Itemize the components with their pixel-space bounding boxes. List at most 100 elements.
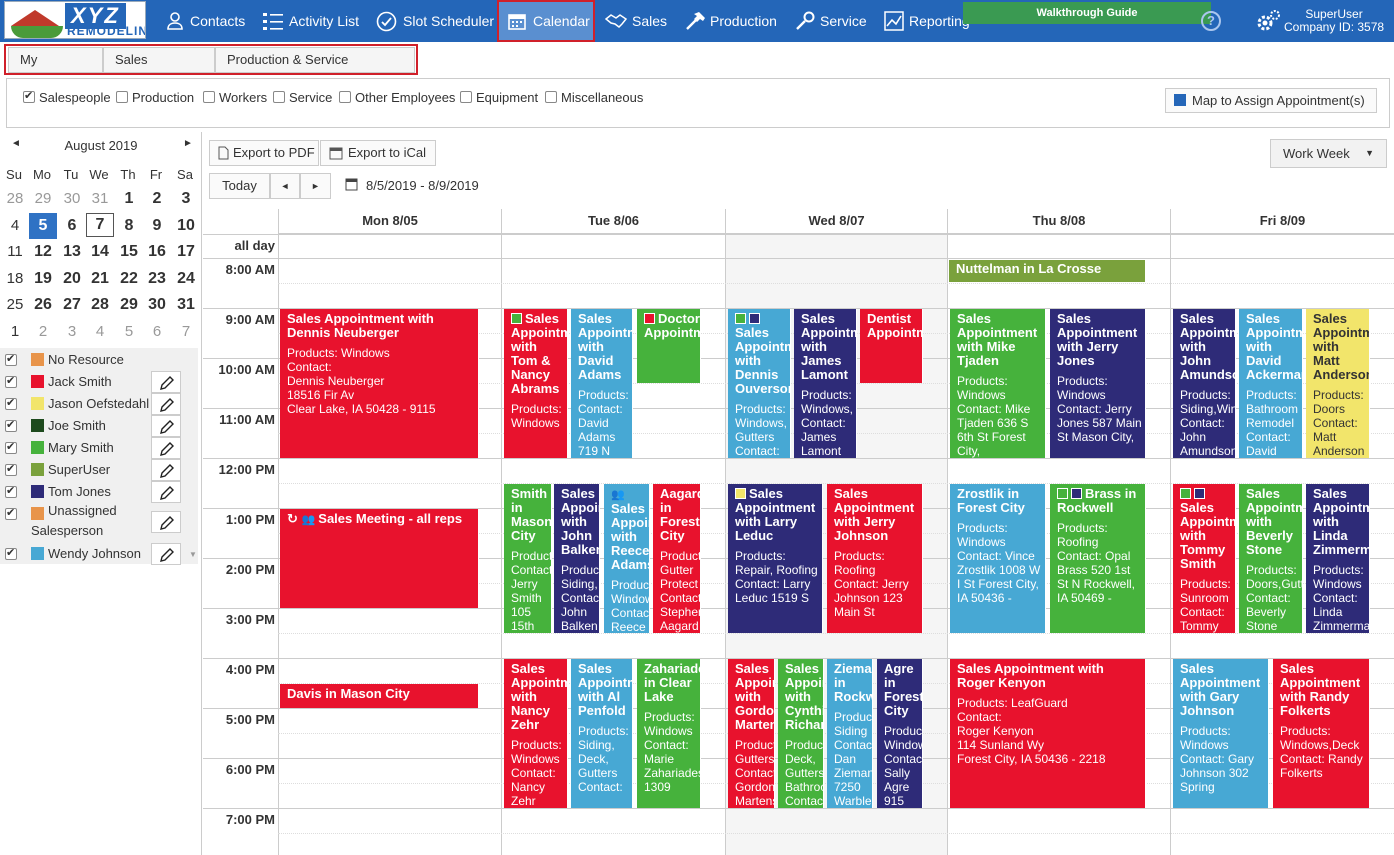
mini-calendar-day[interactable]: 17 xyxy=(177,243,195,260)
mini-calendar-day[interactable]: 22 xyxy=(120,269,138,287)
mini-calendar-next-icon[interactable]: ► xyxy=(183,138,193,149)
mini-calendar-day[interactable]: 3 xyxy=(181,190,191,207)
mini-calendar-day[interactable]: 12 xyxy=(34,243,52,260)
nav-slot-scheduler[interactable]: Slot Scheduler xyxy=(376,0,494,42)
calendar-event[interactable]: Zrostlik in Forest City Products: Windows… xyxy=(950,484,1046,633)
resource-item[interactable]: Unassigned Salesperson xyxy=(0,503,200,541)
mini-calendar-day[interactable]: 30 xyxy=(63,190,81,207)
resource-checkbox-icon[interactable] xyxy=(5,418,17,432)
calendar-event[interactable]: Sales Appointment with David Ackerman Pro… xyxy=(1239,309,1303,458)
today-button[interactable]: Today xyxy=(209,173,270,199)
mini-calendar-prev-icon[interactable]: ◄ xyxy=(11,138,21,149)
mini-calendar-day[interactable]: 23 xyxy=(148,269,166,287)
resource-checkbox-icon[interactable] xyxy=(5,374,17,388)
mini-calendar-day[interactable]: 29 xyxy=(34,190,52,207)
calendar-event[interactable]: Zahariades in Clear Lake Products: Window… xyxy=(637,659,701,808)
mini-calendar-day[interactable]: 7 xyxy=(86,212,114,237)
mini-calendar-day[interactable]: 1 xyxy=(10,322,20,340)
tab-production-service-calendar[interactable]: Production & Service Calendar xyxy=(215,47,415,91)
checkbox-icon[interactable] xyxy=(116,91,128,103)
edit-resource-button[interactable] xyxy=(151,459,181,481)
resource-item[interactable]: SuperUser xyxy=(0,459,200,481)
mini-calendar-day[interactable]: 27 xyxy=(63,296,81,313)
calendar-event[interactable]: Sales Appointment with Tommy Smith Produc… xyxy=(1173,484,1236,633)
calendar-event[interactable]: Sales Appointment with John Amundson Prod… xyxy=(1173,309,1236,458)
mini-calendar-day[interactable]: 8 xyxy=(124,216,134,234)
resource-checkbox-icon[interactable] xyxy=(5,462,17,476)
tab-my-calendar[interactable]: My Calendar xyxy=(8,47,103,91)
nav-contacts[interactable]: Contacts xyxy=(165,0,245,42)
calendar-event[interactable]: Aagard in Forest City Products: Gutter Pr… xyxy=(653,484,701,633)
resource-checkbox-icon[interactable] xyxy=(5,484,17,498)
mini-calendar-day[interactable]: 29 xyxy=(120,296,138,313)
calendar-event[interactable]: Sales Appointment with Al Penfold Product… xyxy=(571,659,633,808)
checkbox-icon[interactable] xyxy=(273,91,285,103)
calendar-event[interactable]: Sales Appointment with Matt Anderson Prod… xyxy=(1306,309,1370,458)
tab-sales-calendar[interactable]: Sales Calendar xyxy=(103,47,215,91)
mini-calendar-day[interactable]: 13 xyxy=(63,243,81,260)
calendar-event[interactable]: Sales Appointment with Linda Zimmerman Pr… xyxy=(1306,484,1370,633)
day-header[interactable]: Tue 8/06 xyxy=(501,209,725,234)
filter-workers[interactable]: Workers xyxy=(203,90,267,105)
resource-item[interactable]: Wendy Johnson xyxy=(0,543,200,565)
nav-reporting[interactable]: Reporting xyxy=(884,0,970,42)
next-week-icon[interactable]: ► xyxy=(300,173,331,199)
calendar-event[interactable]: Sales Appointment with Cynthia Richards P… xyxy=(778,659,824,808)
day-header[interactable]: Mon 8/05 xyxy=(278,209,501,234)
calendar-event[interactable]: Sales Appointment with David Adams Produc… xyxy=(571,309,633,458)
calendar-event[interactable]: Sales Appointment with Dennis Ouverson Pr… xyxy=(728,309,791,458)
mini-calendar-day[interactable]: 5 xyxy=(124,322,134,340)
resource-checkbox-icon[interactable] xyxy=(5,506,17,520)
edit-resource-button[interactable] xyxy=(151,437,181,459)
calendar-event[interactable]: Sales Appointment with James Lamont Produ… xyxy=(794,309,857,458)
mini-calendar-day[interactable]: 4 xyxy=(95,322,105,340)
mini-calendar-day[interactable]: 2 xyxy=(38,322,48,340)
checkbox-icon[interactable] xyxy=(203,91,215,103)
date-picker-icon[interactable] xyxy=(345,177,358,191)
resource-item[interactable]: No Resource xyxy=(0,349,200,371)
filter-miscellaneous[interactable]: Miscellaneous xyxy=(545,90,643,105)
mini-calendar-day[interactable]: 9 xyxy=(152,216,162,234)
nav-activity-list[interactable]: Activity List xyxy=(262,0,362,42)
resource-checkbox-icon[interactable] xyxy=(5,440,17,454)
checkbox-icon[interactable] xyxy=(460,91,472,103)
calendar-event[interactable]: Sales Appointment with Tom & Nancy Abram… xyxy=(504,309,568,458)
calendar-event[interactable]: Agre in Forest City Products: Windows Con… xyxy=(877,659,923,808)
user-info[interactable]: SuperUser Company ID: 3578 xyxy=(1284,8,1384,34)
calendar-event[interactable]: Nuttelman in La Crosse xyxy=(949,260,1146,282)
nav-service[interactable]: Service xyxy=(795,0,867,42)
calendar-event[interactable]: Sales Appointment with Beverly Stone Prod… xyxy=(1239,484,1303,633)
resource-item[interactable]: Mary Smith xyxy=(0,437,200,459)
mini-calendar-day[interactable]: 26 xyxy=(34,296,52,313)
mini-calendar-day[interactable]: 6 xyxy=(152,322,162,340)
checkbox-icon[interactable] xyxy=(545,91,557,103)
map-assign-button[interactable]: Map to Assign Appointment(s) xyxy=(1165,88,1377,113)
checkbox-icon[interactable] xyxy=(339,91,351,103)
export-ical-button[interactable]: Export to iCal xyxy=(320,140,436,166)
mini-calendar-day[interactable]: 14 xyxy=(91,243,109,260)
calendar-event[interactable]: Sales Appointment with Larry Leduc Produc… xyxy=(728,484,823,633)
resource-checkbox-icon[interactable] xyxy=(5,352,17,366)
mini-calendar-day[interactable]: 19 xyxy=(34,269,52,287)
calendar-event[interactable]: Davis in Mason City xyxy=(280,684,479,708)
mini-calendar-day[interactable]: 28 xyxy=(6,190,24,207)
mini-calendar-day[interactable]: 20 xyxy=(63,269,81,287)
filter-production[interactable]: Production xyxy=(116,90,194,105)
edit-resource-button[interactable] xyxy=(151,415,181,437)
filter-service[interactable]: Service xyxy=(273,90,332,105)
calendar-event[interactable]: ↻ 👥 Sales Meeting - all reps xyxy=(280,509,479,608)
calendar-event[interactable]: Sales Appointment with Dennis Neuberger P… xyxy=(280,309,479,458)
nav-calendar[interactable]: Calendar xyxy=(497,0,595,42)
mini-calendar-day[interactable]: 3 xyxy=(67,322,77,340)
mini-calendar-day[interactable]: 18 xyxy=(6,269,24,287)
mini-calendar-day[interactable]: 30 xyxy=(148,296,166,313)
edit-resource-button[interactable] xyxy=(151,543,181,565)
calendar-event[interactable]: Sales Appointment with Jerry Johnson Prod… xyxy=(827,484,923,633)
calendar-event[interactable]: Sales Appointment with Mike Tjaden Produc… xyxy=(950,309,1046,458)
edit-resource-button[interactable] xyxy=(151,481,181,503)
nav-production[interactable]: Production xyxy=(684,0,777,42)
mini-calendar-day[interactable]: 7 xyxy=(181,322,191,340)
checkbox-checked-icon[interactable] xyxy=(23,89,35,103)
mini-calendar-day[interactable]: 10 xyxy=(177,216,195,234)
resource-item[interactable]: Joe Smith xyxy=(0,415,200,437)
